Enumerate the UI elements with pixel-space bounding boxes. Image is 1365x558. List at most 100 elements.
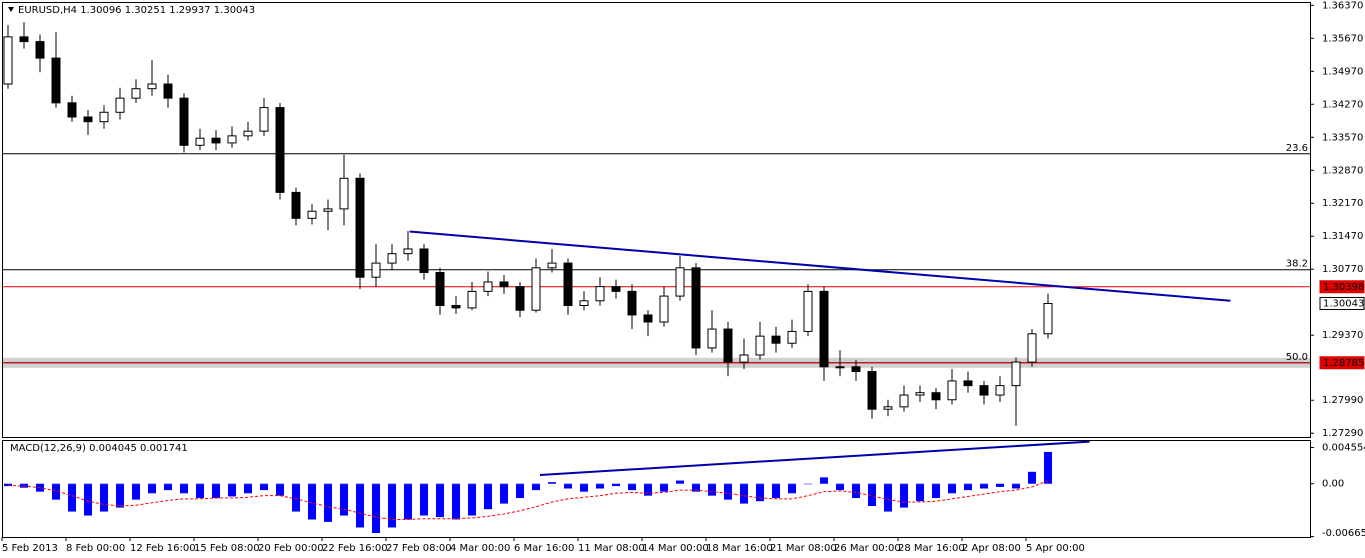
macd-bar bbox=[724, 483, 732, 500]
price-panel: 23.6 38.2 50.0 1.36370 1.35670 1.34970 1.34270… bbox=[2, 0, 1365, 439]
x-tick-label: 6 Mar 16:00 bbox=[514, 543, 574, 554]
macd-bar bbox=[676, 480, 684, 484]
macd-bar bbox=[84, 483, 92, 516]
macd-bar bbox=[628, 483, 636, 491]
x-tick-label: 27 Feb 08:00 bbox=[386, 543, 452, 554]
candle-body bbox=[291, 191, 301, 219]
macd-bar bbox=[1028, 471, 1036, 484]
macd-bar bbox=[484, 483, 492, 510]
y-tick-label: 1.36370 bbox=[1322, 0, 1363, 11]
macd-bar bbox=[324, 483, 332, 522]
y-tick-label: 1.34270 bbox=[1322, 99, 1363, 110]
x-tick-label: 2 Apr 08:00 bbox=[962, 543, 1021, 554]
candle-body bbox=[691, 267, 701, 349]
x-tick-label: 14 Mar 00:00 bbox=[642, 543, 709, 554]
macd-frame bbox=[2, 440, 1311, 538]
candle-body bbox=[675, 267, 685, 297]
candle-body bbox=[867, 370, 877, 410]
candle-body bbox=[179, 97, 189, 146]
candle-body bbox=[611, 286, 621, 292]
macd-bar bbox=[292, 483, 300, 512]
y-tick-label: 1.29370 bbox=[1322, 330, 1363, 341]
candle-body bbox=[211, 137, 221, 144]
macd-bar bbox=[164, 483, 172, 491]
candle-body bbox=[259, 107, 269, 132]
macd-bar bbox=[420, 483, 428, 516]
macd-bar bbox=[532, 483, 540, 491]
x-tick-label: 21 Mar 08:00 bbox=[770, 543, 837, 554]
macd-bar bbox=[68, 483, 76, 512]
macd-bar bbox=[996, 483, 1004, 487]
macd-bar bbox=[180, 483, 188, 494]
candle-body bbox=[835, 366, 845, 369]
candle-body bbox=[515, 286, 525, 311]
candle-body bbox=[227, 135, 237, 144]
macd-bar bbox=[116, 483, 124, 508]
y-tick-label: 1.27290 bbox=[1322, 428, 1363, 439]
candle-body bbox=[131, 88, 141, 99]
macd-bar bbox=[804, 483, 812, 485]
candle-body bbox=[275, 107, 285, 193]
x-tick-label: 4 Mar 00:00 bbox=[450, 543, 510, 554]
candle-body bbox=[723, 328, 733, 363]
fib-label: 38.2 bbox=[1286, 259, 1308, 270]
candle-body bbox=[995, 385, 1005, 396]
x-tick-label: 22 Feb 16:00 bbox=[322, 543, 388, 554]
macd-bar bbox=[468, 483, 476, 516]
candle-body bbox=[627, 290, 637, 316]
macd-bar bbox=[740, 483, 748, 504]
macd-bar bbox=[564, 483, 572, 489]
macd-bar bbox=[548, 482, 556, 484]
candle-body bbox=[819, 290, 829, 368]
macd-bar bbox=[836, 483, 844, 491]
macd-bar bbox=[580, 483, 588, 492]
macd-bar bbox=[276, 483, 284, 496]
macd-bar bbox=[756, 483, 764, 502]
candle-body bbox=[195, 137, 205, 146]
candle-body bbox=[435, 272, 445, 307]
candle-body bbox=[979, 385, 989, 396]
candle-body bbox=[419, 248, 429, 274]
macd-bar bbox=[500, 483, 508, 504]
macd-bar bbox=[436, 483, 444, 518]
macd-bar bbox=[852, 483, 860, 499]
candle-body bbox=[531, 267, 541, 311]
y-tick-label: 1.31470 bbox=[1322, 231, 1363, 242]
macd-bar bbox=[388, 483, 396, 528]
candle-body bbox=[755, 335, 765, 356]
macd-bar bbox=[612, 483, 620, 487]
macd-bar bbox=[820, 477, 828, 484]
macd-y-tick-label: 0.004554 bbox=[1322, 443, 1365, 454]
y-tick-label: 1.35670 bbox=[1322, 33, 1363, 44]
macd-bar bbox=[100, 483, 108, 512]
candle-body bbox=[963, 380, 973, 387]
candle-body bbox=[67, 102, 77, 118]
macd-bar bbox=[948, 483, 956, 494]
macd-bar bbox=[340, 483, 348, 516]
macd-bar bbox=[788, 483, 796, 494]
candle-body bbox=[883, 406, 893, 410]
x-tick-label: 12 Feb 16:00 bbox=[130, 543, 196, 554]
candle-body bbox=[771, 335, 781, 344]
y-tick-label: 1.34970 bbox=[1322, 66, 1363, 77]
candle-body bbox=[579, 300, 589, 307]
candle-body bbox=[307, 210, 317, 219]
x-tick-label: 28 Mar 16:00 bbox=[898, 543, 965, 554]
candle-body bbox=[899, 394, 909, 408]
last-price-label: 1.30043 bbox=[1323, 298, 1364, 309]
menu-arrow[interactable] bbox=[8, 7, 14, 12]
macd-bar bbox=[356, 483, 364, 528]
resistance-price-box bbox=[1319, 280, 1365, 294]
x-tick-label: 5 Feb 2013 bbox=[2, 543, 58, 554]
macd-bar bbox=[148, 483, 156, 494]
resistance-price-label: 1.30398 bbox=[1323, 282, 1364, 293]
candle-body bbox=[931, 392, 941, 401]
y-tick-label: 1.27990 bbox=[1322, 395, 1363, 406]
candle-body bbox=[355, 177, 365, 278]
macd-y-tick-label: -0.006651 bbox=[1322, 528, 1365, 539]
candle-body bbox=[387, 253, 397, 264]
candle-body bbox=[115, 97, 125, 113]
candle-body bbox=[243, 130, 253, 137]
last-price-box bbox=[1319, 296, 1365, 310]
